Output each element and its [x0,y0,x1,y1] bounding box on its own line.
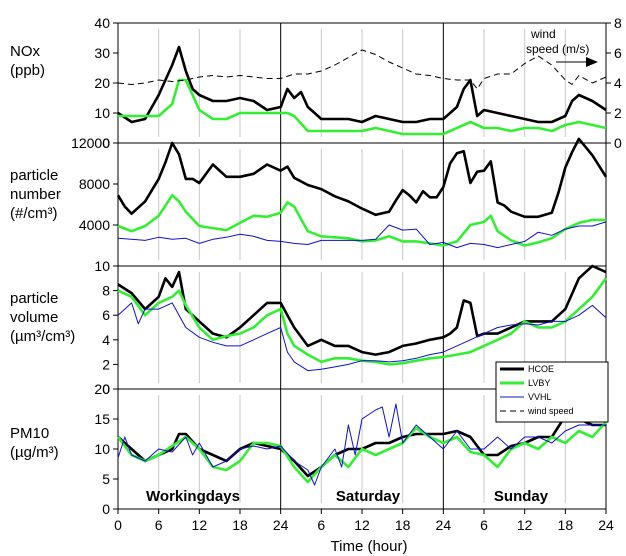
legend-entry-lvby: LVBY [500,378,550,388]
panel-nox: 0 10 20 30 40 0 2 4 6 8 NOx (ppb) [10,15,622,151]
series-line-lvby [118,78,607,136]
series-line-hcoe [116,137,608,219]
y-axis-label-line: (µg/m³) [10,444,59,461]
y2-tick-label: 2 [614,105,622,121]
x-tick-label: 12 [192,517,208,533]
y2-tick-label: 8 [614,15,622,31]
y-tick-label: 20 [94,75,110,91]
y-tick-label: 40 [94,15,110,31]
y-tick-label: 20 [94,381,110,397]
wind-annotation-line1: wind [530,27,556,41]
y-tick-label: 15 [94,411,110,427]
y-tick-label: 10 [94,258,110,274]
series-line-lvby [116,421,607,484]
x-tick-label: 0 [114,517,122,533]
y-tick-label: 30 [94,45,110,61]
y-axis-label-line: (µm³/cm³) [10,328,75,345]
y-tick-label: 0 [102,381,110,397]
y-tick-label: 10 [94,441,110,457]
legend-label-vvhl: VVHL [528,392,552,402]
x-tick-label: 24 [598,517,614,533]
legend-entry-hcoe: HCOE [500,364,554,374]
day-label-workingdays: Workingdays [146,488,240,505]
y-tick-label: 10 [94,105,110,121]
x-tick-label: 24 [273,517,289,533]
y-tick-label: 6 [102,307,110,323]
y2-tick-label: 0 [614,135,622,151]
y-tick-label: 8000 [79,176,110,192]
day-label-saturday: Saturday [336,488,401,505]
x-tick-label: 18 [395,517,411,533]
wind-annotation-line2: speed (m/s) [526,42,589,56]
chart-panels: 01020304002468NOx(ppb)4000800012000parti… [10,15,622,533]
y-tick-label: 8 [102,283,110,299]
y-tick-label: 4 [102,332,110,348]
y-axis-label-line: particle [10,167,58,184]
y-axis-label-line: PM10 [10,425,49,442]
y-tick-label: 2 [102,356,110,372]
series-line-lvby [117,277,608,366]
series-line-vvhl [117,403,606,486]
y-tick-label: 0 [102,135,110,151]
legend-label-lvby: LVBY [528,378,550,388]
x-tick-label: 18 [232,517,248,533]
y-tick-label: 0 [102,501,110,517]
series-line-vvhl [117,221,607,249]
legend-entry-vvhl: VVHL [500,392,552,402]
series-line-hcoe [117,45,607,124]
legend-label-wind-speed: wind speed [527,406,574,416]
y-axis-label-line: NOx [10,43,41,60]
y2-tick-label: 4 [614,75,622,91]
day-label-sunday: Sunday [494,488,549,505]
series-line-wind-speed [117,49,607,90]
panel-pm10: 0 5 10 15 20 PM10 (µg/m³) 0 6 12 18 24 6 12 18 24 6 12 18 2… [10,381,614,533]
wind-annotation-arrowhead [586,57,598,67]
y-tick-label: 4000 [79,217,110,233]
legend-label-hcoe: HCOE [528,364,554,374]
y-axis-label-line: (ppb) [10,62,45,79]
x-tick-label: 6 [155,517,163,533]
panel-particle-number: 4000 8000 12000 particle number (#/cm³) [10,135,608,267]
panel-particle-volume: 0 2 4 6 8 10 particle volume (µm³/cm³) [10,258,608,397]
x-tick-label: 24 [436,517,452,533]
x-tick-label: 12 [517,517,533,533]
y2-tick-label: 6 [614,45,622,61]
y-axis-label-line: volume [10,309,58,326]
y-tick-label: 12000 [71,135,110,151]
x-tick-label: 6 [317,517,325,533]
legend: HCOE LVBY VVHL wind speed [495,361,609,423]
x-tick-label: 12 [354,517,370,533]
x-tick-label: 6 [480,517,488,533]
y-axis-label-line: (#/cm³) [10,205,58,222]
x-tick-label: 18 [558,517,574,533]
wind-speed-annotation: wind speed (m/s) [526,27,598,67]
legend-box [495,361,609,423]
legend-entry-wind-speed: wind speed [500,406,574,416]
y-axis-label-line: number [10,186,61,203]
series-line-vvhl [117,302,607,372]
y-tick-label: 5 [102,471,110,487]
y-axis-label-line: particle [10,290,58,307]
x-axis-title: Time (hour) [331,538,408,555]
